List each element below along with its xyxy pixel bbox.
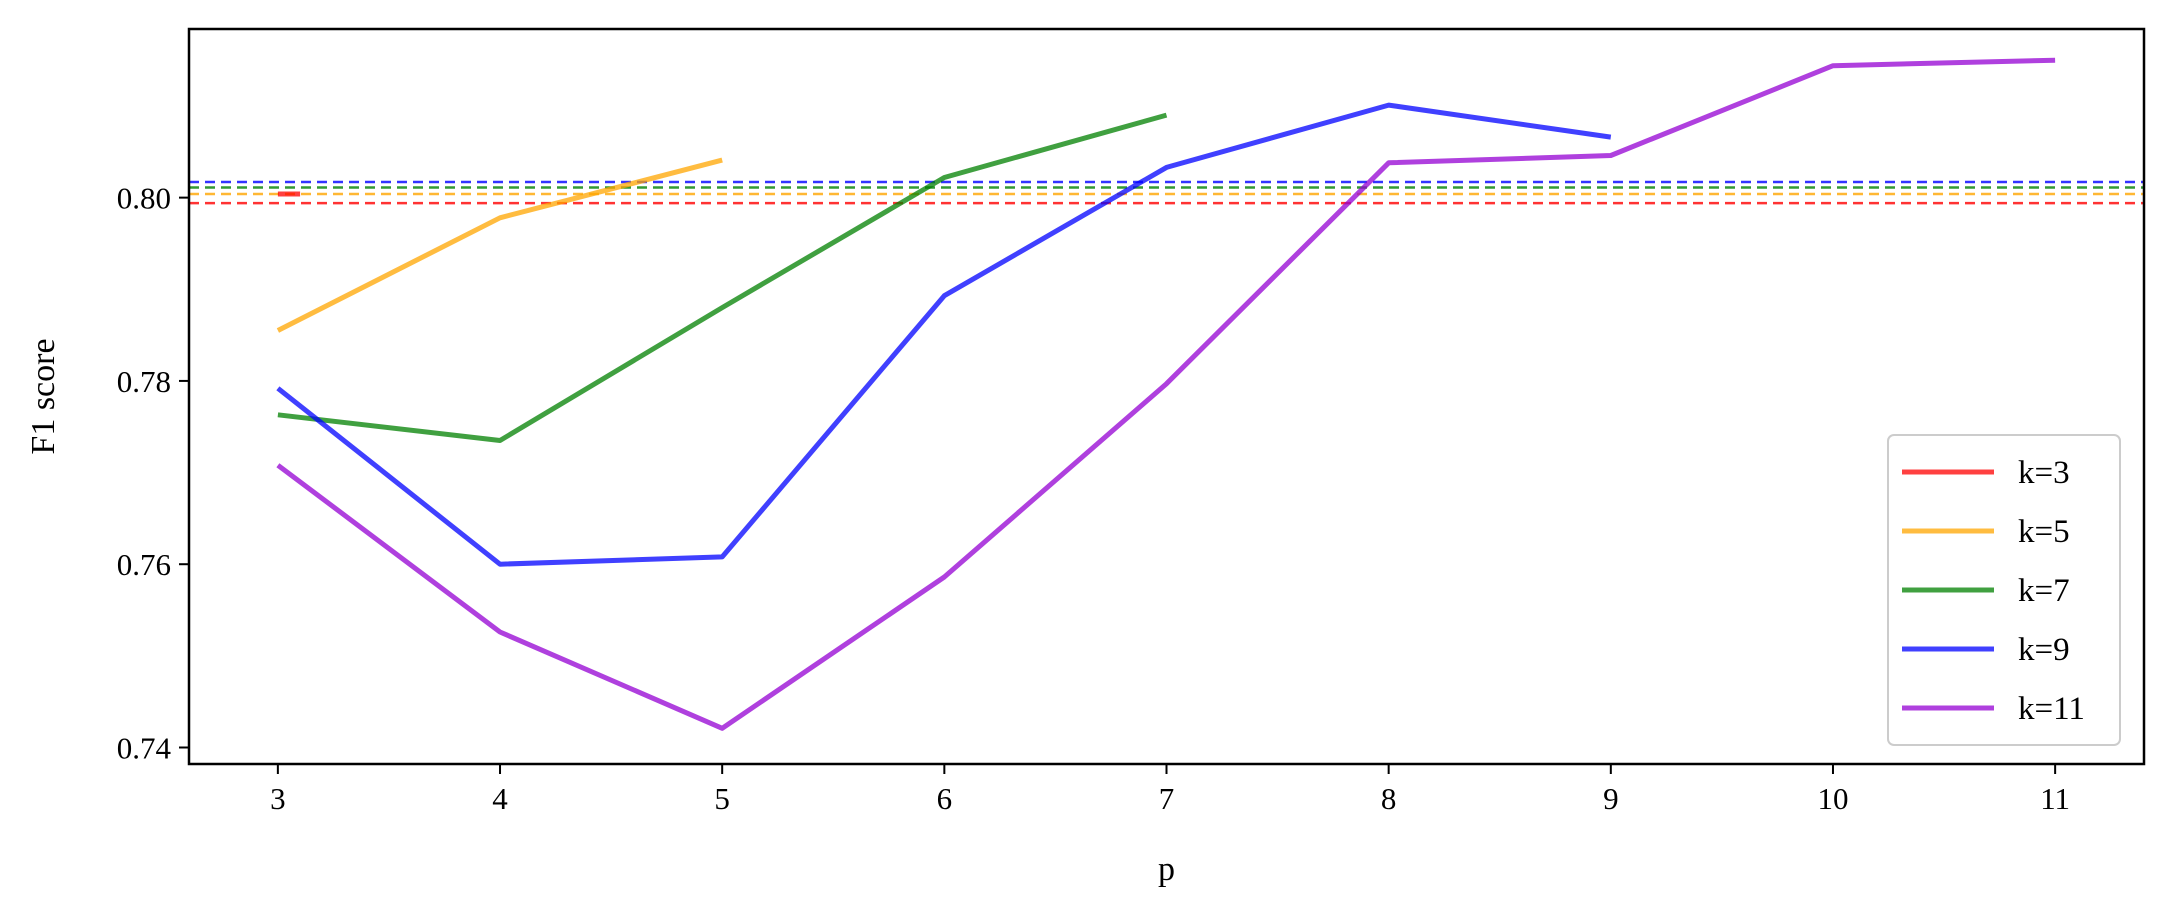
series-line-4 (276, 57, 2056, 731)
legend-label: k=11 (2018, 691, 2085, 727)
x-axis-label: p (1158, 851, 1175, 888)
x-tick-label: 9 (1603, 781, 1619, 816)
x-tick-label: 5 (714, 781, 730, 816)
series-line-2 (277, 112, 1168, 443)
x-axis-ticks: 3 4 5 6 7 8 9 10 11 (270, 764, 2070, 816)
series-line-1 (276, 157, 723, 333)
legend-label: k=3 (2018, 455, 2070, 491)
legend: k=3 k=5 k=7 k=9 k=11 (1887, 434, 2121, 746)
y-axis-label: F1 score (25, 338, 62, 454)
x-tick-label: 8 (1381, 781, 1397, 816)
baseline-lines (189, 180, 2144, 205)
y-tick-label: 0.74 (117, 731, 172, 766)
y-tick-label: 0.78 (117, 364, 171, 399)
series-lines (276, 57, 2056, 731)
x-tick-label: 10 (1817, 781, 1848, 816)
legend-box (1887, 434, 2121, 746)
legend-label: k=5 (2018, 514, 2070, 550)
x-tick-label: 4 (492, 781, 508, 816)
legend-label: k=9 (2018, 632, 2070, 668)
x-tick-label: 11 (2040, 781, 2070, 816)
y-tick-label: 0.76 (117, 547, 171, 582)
x-tick-label: 3 (270, 781, 286, 816)
series-line-3 (276, 102, 1612, 567)
x-tick-label: 7 (1159, 781, 1175, 816)
y-axis-ticks: 0.74 0.76 0.78 0.80 (117, 181, 189, 766)
legend-label: k=7 (2018, 573, 2070, 609)
x-tick-label: 6 (937, 781, 953, 816)
y-tick-label: 0.80 (117, 181, 171, 216)
